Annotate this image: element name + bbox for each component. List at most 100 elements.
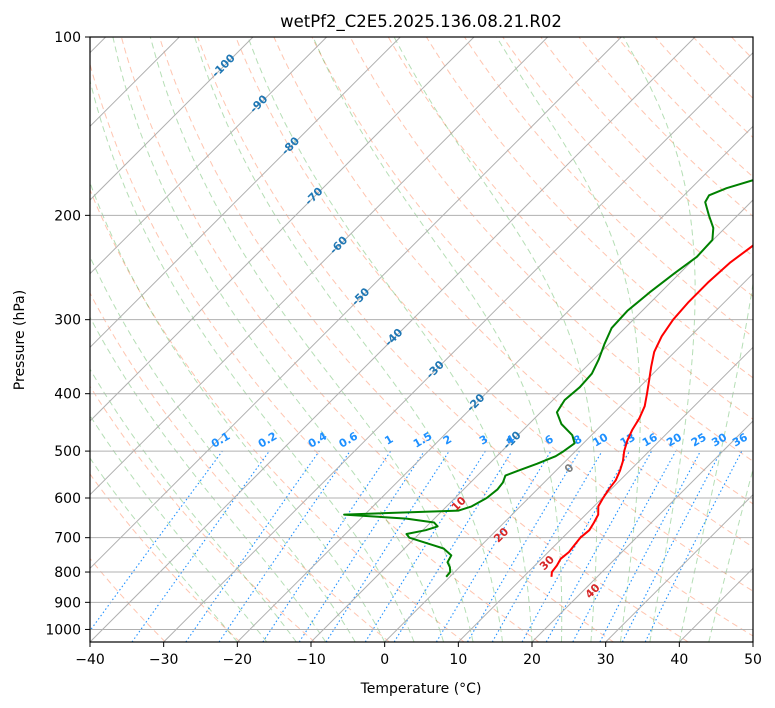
x-tick-label: −10: [296, 652, 326, 668]
moist-adiabat: [90, 78, 415, 642]
dry-adiabat: [197, 37, 753, 637]
mixing-ratio-line: [621, 450, 722, 642]
x-tick-label: −30: [149, 652, 179, 668]
mixing-ratio-line: [90, 450, 223, 632]
moist-adiabat: [393, 37, 598, 642]
moist-adiabat: [247, 37, 533, 642]
mixing-ratio-line: [521, 450, 630, 642]
dry-adiabat: [578, 37, 753, 218]
y-axis: 100 200 300 400 500 600 700 800 900 1000: [45, 30, 90, 638]
mixing-ratio-line: [262, 450, 392, 642]
moist-adiabat: [90, 457, 238, 642]
dry-adiabat: [692, 37, 753, 99]
x-tick-label: 10: [449, 652, 467, 668]
isotherm-line: [384, 272, 753, 642]
isotherm-line: [90, 37, 475, 422]
mixing-ratio-label: 30: [709, 430, 729, 449]
dry-adiabat: [90, 292, 390, 642]
theta-label: 20: [491, 525, 511, 545]
y-tick-label: 900: [54, 595, 81, 611]
x-tick-label: −20: [223, 652, 253, 668]
isotherm-line: [163, 51, 753, 642]
mixing-ratio-label: 0.1: [209, 430, 232, 451]
dry-adiabat: [502, 37, 753, 297]
dry-adiabat: [90, 62, 540, 642]
y-tick-label: 1000: [45, 622, 81, 638]
isotherm-line: [90, 37, 549, 496]
y-tick-label: 700: [54, 531, 81, 547]
isotherm-line: [310, 199, 753, 642]
y-tick-label: 600: [54, 491, 81, 507]
isotherm-line: [90, 37, 401, 349]
y-tick-label: 800: [54, 565, 81, 581]
mixing-ratio-line: [491, 450, 603, 642]
mixing-ratio-label: 1: [382, 433, 395, 448]
chart-title: wetPf2_C2E5.2025.136.08.21.R02: [280, 12, 562, 32]
mixing-ratio-line: [325, 450, 450, 642]
isotherm-line: [90, 37, 328, 275]
mixing-ratio-line: [364, 450, 486, 642]
isotherm-line: [236, 125, 753, 642]
x-tick-label: 50: [744, 652, 762, 668]
isotherm-line: [605, 493, 753, 642]
y-tick-label: 300: [54, 313, 81, 329]
isotherm-line: [752, 641, 753, 642]
x-tick-label: 30: [597, 652, 615, 668]
moist-adiabat: [708, 467, 753, 642]
dry-adiabat: [120, 37, 614, 642]
x-tick-label: −40: [75, 652, 105, 668]
moist-adiabat: [112, 37, 445, 642]
dry-adiabat: [425, 37, 753, 379]
mixing-ratio-line: [218, 450, 351, 642]
mixing-ratio-line: [467, 450, 580, 642]
mixing-ratio-line: [131, 450, 270, 642]
mixing-ratio-line: [185, 450, 320, 642]
mixing-ratio-label: 3: [477, 433, 490, 448]
mixing-ratio-label: 1.5: [411, 430, 434, 451]
moist-adiabat-label: 0: [562, 461, 577, 476]
dry-adiabat: [159, 37, 689, 642]
moist-adiabat: [90, 368, 297, 642]
dry-adiabat: [235, 37, 753, 592]
y-tick-label: 500: [54, 444, 81, 460]
dry-adiabat: [464, 37, 753, 338]
dry-adiabat: [90, 188, 465, 642]
moist-adiabat: [678, 280, 753, 642]
dry-adiabat: [90, 385, 316, 642]
mixing-ratio-line: [599, 450, 701, 642]
moist-adiabat: [90, 316, 327, 642]
dry-adiabat: [349, 37, 753, 462]
moist-adiabat: [312, 37, 563, 642]
profile-lines: [343, 179, 753, 578]
mixing-ratio-label: 25: [689, 431, 709, 450]
x-axis-label: Temperature (°C): [360, 681, 482, 697]
y-tick-label: 200: [54, 208, 81, 224]
moist-adiabat: [194, 37, 503, 642]
isotherm-line: [90, 37, 696, 642]
mixing-ratio-line: [298, 450, 425, 642]
mixing-ratio-label: 0.4: [306, 429, 330, 450]
mixing-ratio-label: 2: [441, 433, 454, 448]
temperature-profile: [550, 244, 753, 577]
mixing-ratio-line: [545, 450, 653, 642]
dry-adiabat: [311, 37, 753, 505]
dry-adiabat: [616, 37, 753, 178]
moist-adiabat: [90, 181, 386, 642]
moist-adiabat: [90, 255, 356, 642]
dry-adiabat: [387, 37, 753, 420]
isotherm-line: [90, 37, 254, 201]
mixing-ratio-line: [435, 450, 552, 642]
x-tick-label: 40: [670, 652, 688, 668]
dry-adiabat: [273, 37, 753, 548]
mixing-ratio-label: 6: [543, 432, 556, 447]
y-tick-label: 400: [54, 387, 81, 403]
y-axis-label: Pressure (hPa): [12, 290, 28, 390]
x-tick-label: 0: [380, 652, 389, 668]
mixing-ratio-line: [644, 450, 743, 642]
plot-frame: [89, 36, 754, 643]
moist-adiabat: [90, 414, 268, 642]
dry-adiabat: [540, 37, 753, 257]
isotherm-line: [531, 420, 753, 642]
mixing-ratio-line: [572, 450, 677, 642]
